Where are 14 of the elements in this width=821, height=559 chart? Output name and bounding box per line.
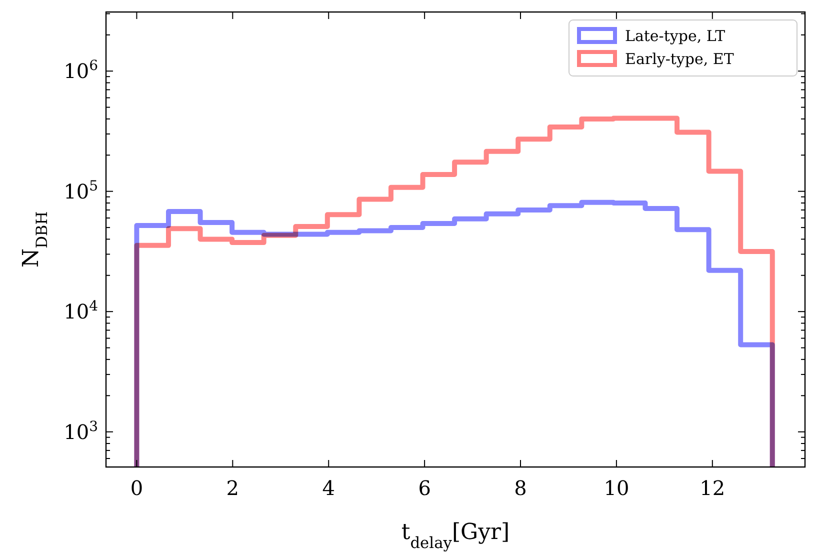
y-tick-label: 10$^{4}$ <box>64 298 98 324</box>
x-tick-label: 8 <box>514 476 527 500</box>
x-tick-label: 2 <box>226 476 240 500</box>
y-tick-label: 10$^{5}$ <box>64 178 98 204</box>
y-tick-label: 10$^{6}$ <box>64 58 98 84</box>
y-tick-label: 10$^{3}$ <box>64 418 98 444</box>
x-tick-label: 0 <box>130 476 144 500</box>
x-tick-label: 12 <box>700 476 726 500</box>
legend-label: Late-type, LT <box>625 27 726 45</box>
x-tick-label: 4 <box>322 476 335 500</box>
x-tick-label: 6 <box>418 476 431 500</box>
legend-label: Early-type, ET <box>625 50 734 68</box>
x-tick-label: 10 <box>604 476 630 500</box>
x-axis-title: t$_{delay}$[Gyr] <box>401 520 510 552</box>
